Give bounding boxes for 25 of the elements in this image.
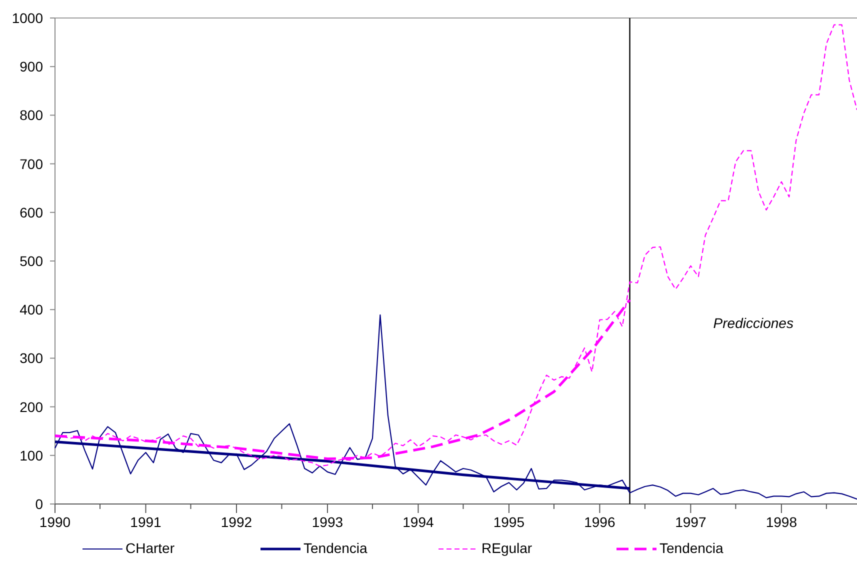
y-tick-label: 200 xyxy=(20,398,44,415)
legend-label: Tendencia xyxy=(660,540,724,556)
x-tick-label: 1997 xyxy=(675,514,706,530)
legend-label: Tendencia xyxy=(304,540,368,556)
y-tick-label: 0 xyxy=(35,496,44,512)
legend-label: CHarter xyxy=(126,540,175,556)
y-tick-label: 100 xyxy=(20,447,44,464)
x-tick-label: 1998 xyxy=(766,514,798,530)
y-tick-label: 700 xyxy=(20,156,44,172)
x-tick-label: 1996 xyxy=(584,514,616,530)
x-tick-label: 1990 xyxy=(39,514,71,530)
x-tick-label: 1994 xyxy=(402,514,434,530)
y-tick-label: 800 xyxy=(20,107,44,124)
y-tick-label: 300 xyxy=(20,350,44,366)
x-tick-label: 1992 xyxy=(220,514,252,530)
legend-label: REgular xyxy=(482,540,532,556)
x-tick-label: 1995 xyxy=(493,514,525,530)
annotation: Predicciones xyxy=(713,315,794,331)
y-tick-label: 400 xyxy=(20,302,44,318)
y-tick-label: 600 xyxy=(20,204,44,220)
x-tick-label: 1993 xyxy=(312,514,344,530)
x-tick-label: 1991 xyxy=(130,514,162,530)
y-tick-label: 500 xyxy=(20,253,44,269)
y-tick-label: 1000 xyxy=(12,10,44,26)
y-tick-label: 900 xyxy=(20,58,44,75)
